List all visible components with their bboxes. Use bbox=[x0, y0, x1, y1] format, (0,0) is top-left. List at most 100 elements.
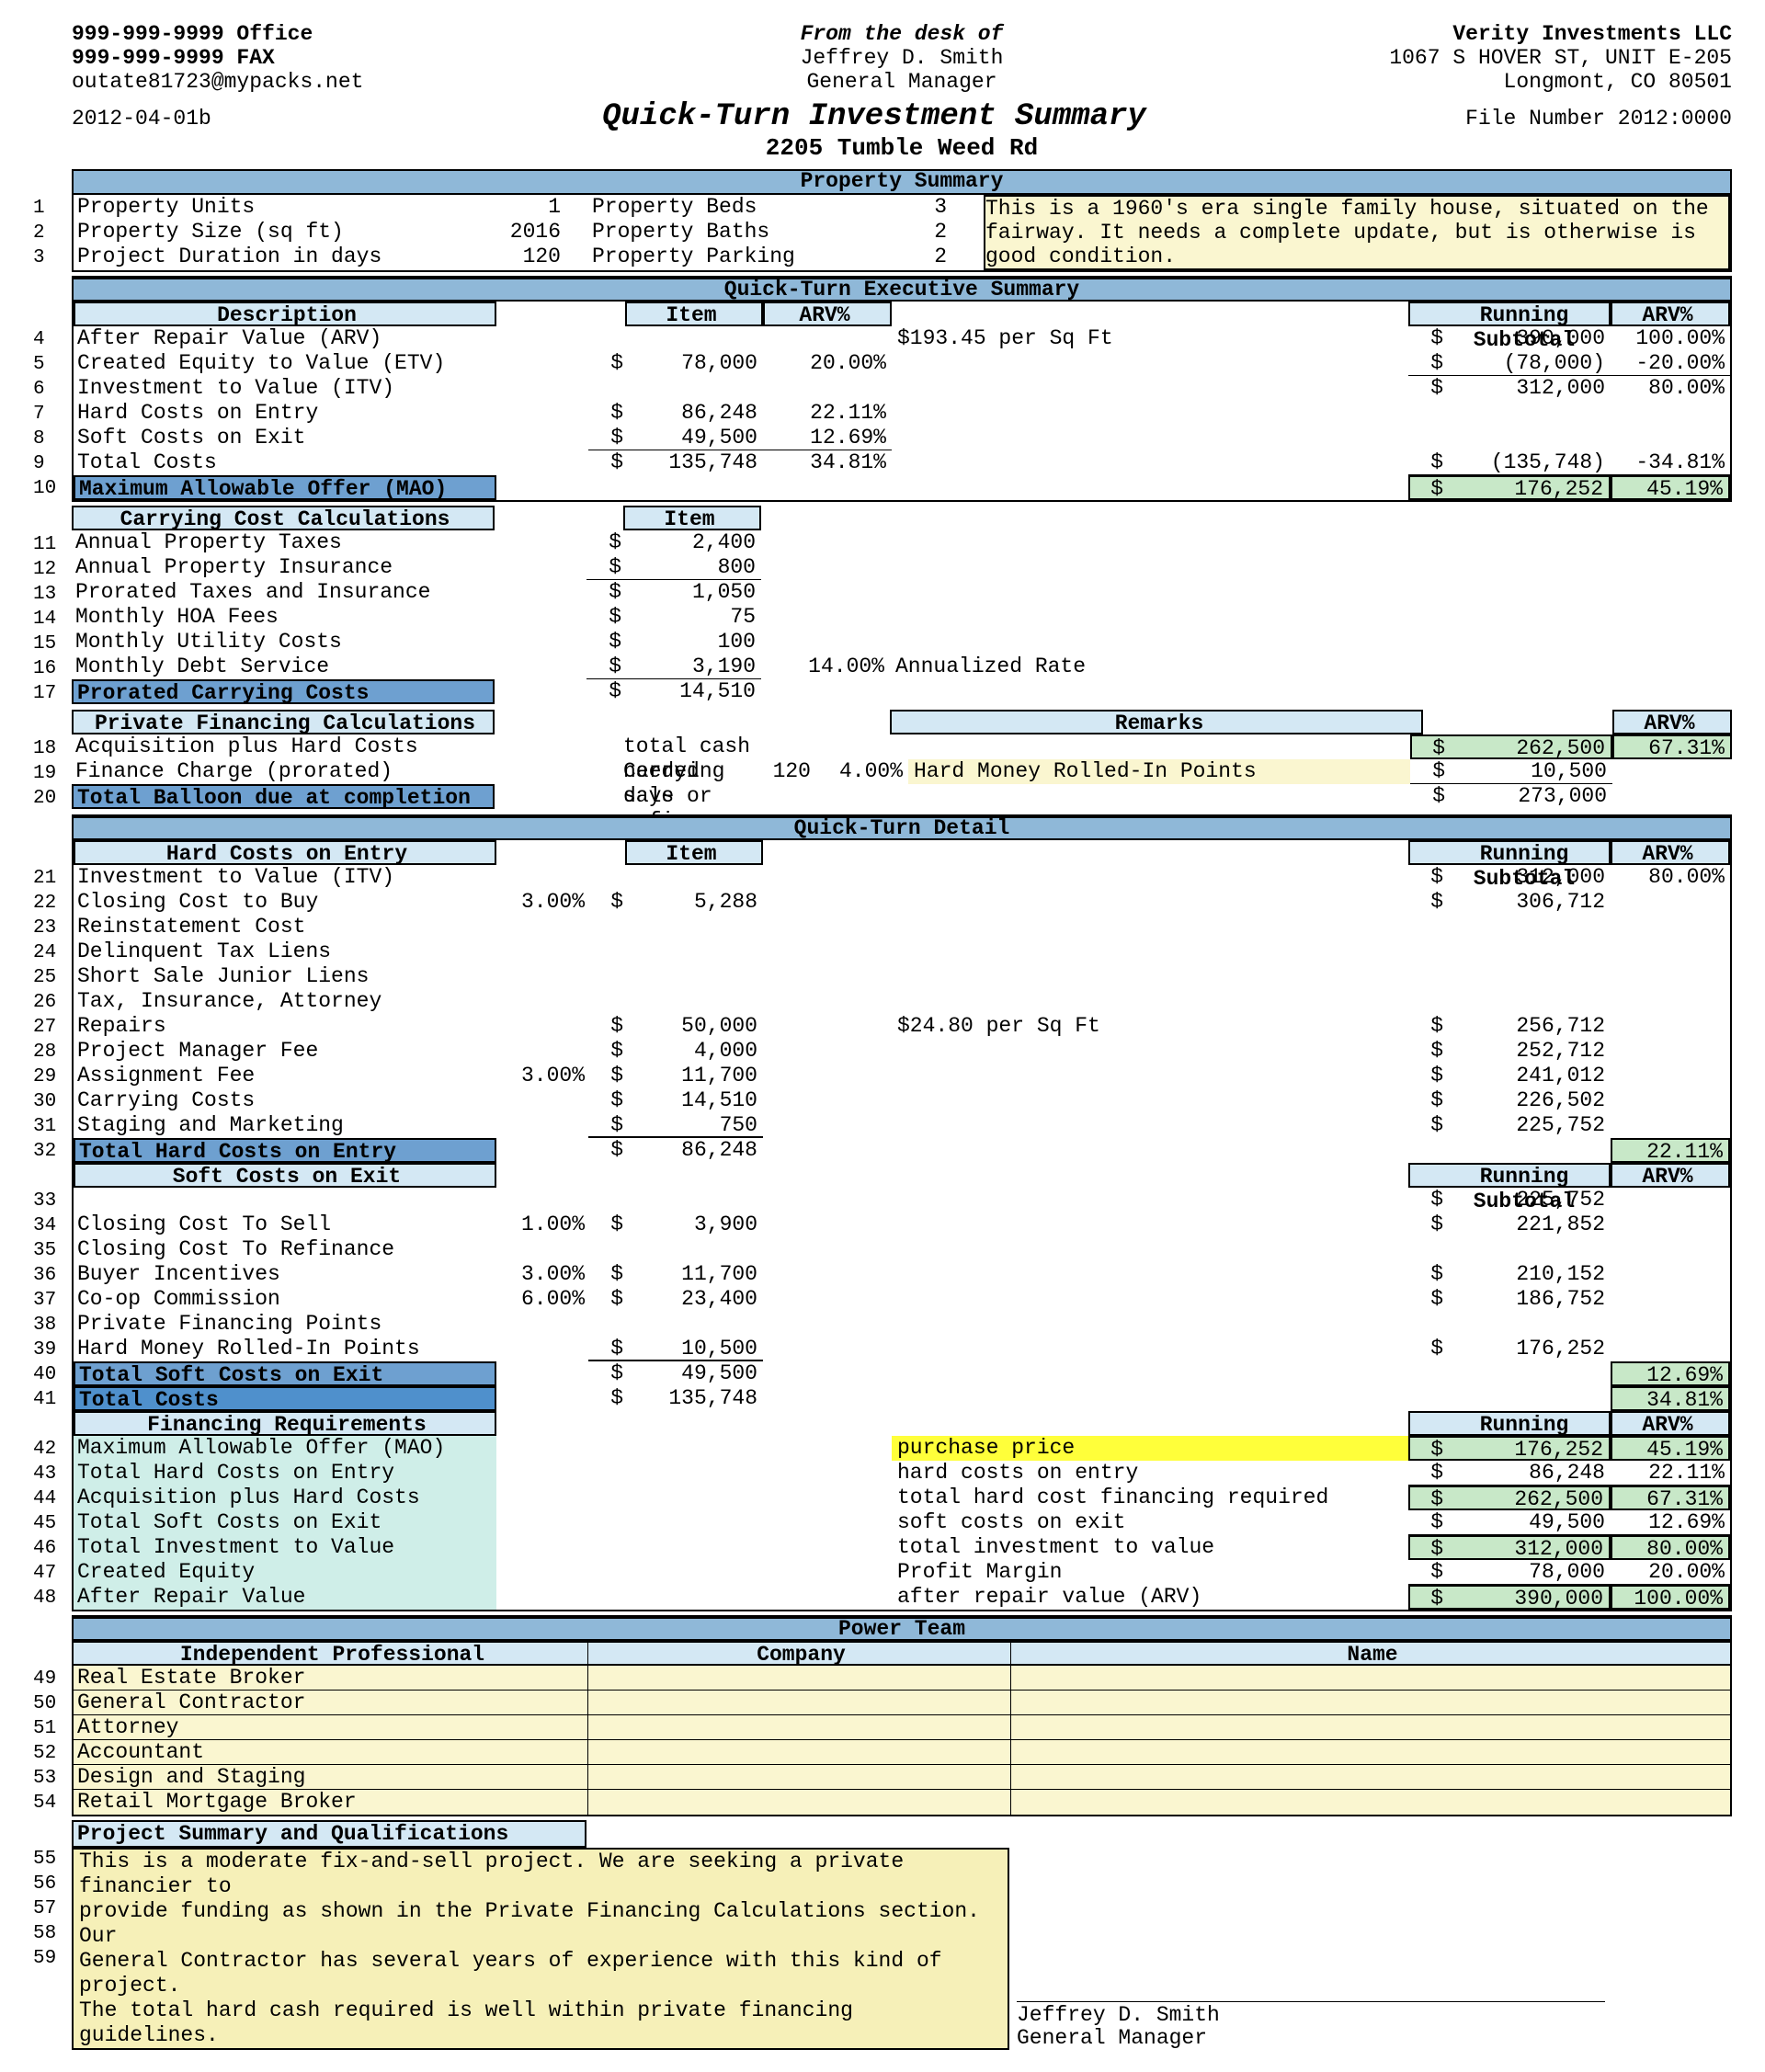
itv-rs: 312,000 bbox=[1445, 376, 1611, 401]
s39-rs: 176,252 bbox=[1445, 1337, 1611, 1361]
debt-value: 3,190 bbox=[623, 655, 761, 679]
finch-days: 120 bbox=[761, 759, 816, 784]
s34-pct: 1.00% bbox=[496, 1212, 588, 1237]
s33-rs: 225,752 bbox=[1445, 1188, 1611, 1212]
s36-label: Buyer Incentives bbox=[74, 1262, 496, 1287]
arv-rs: 390,000 bbox=[1445, 326, 1611, 351]
document-title: Quick-Turn Investment Summary bbox=[403, 99, 1346, 134]
s34-rs: 221,852 bbox=[1445, 1212, 1611, 1237]
col-description: Description bbox=[74, 302, 496, 326]
hoa-value: 75 bbox=[623, 605, 761, 630]
section-power-team: Power Team bbox=[74, 1617, 1730, 1641]
h24-label: Delinquent Tax Liens bbox=[74, 939, 496, 964]
taxes-label: Annual Property Taxes bbox=[72, 530, 495, 555]
baths-label: Property Baths bbox=[588, 220, 882, 245]
debt-rate: 14.00% bbox=[761, 655, 890, 679]
q48-label: After Repair Value bbox=[74, 1585, 496, 1610]
totalcost-label: Total Costs bbox=[74, 450, 496, 475]
duration-value: 120 bbox=[460, 245, 570, 269]
h26-label: Tax, Insurance, Attorney bbox=[74, 989, 496, 1014]
s37-pct: 6.00% bbox=[496, 1287, 588, 1312]
q44-arv: 67.31% bbox=[1611, 1486, 1730, 1510]
totalcost-rs: (135,748) bbox=[1445, 450, 1611, 475]
finch-rate: 4.00% bbox=[816, 759, 908, 784]
prorated-ti-value: 1,050 bbox=[623, 580, 761, 605]
etv-pct: -20.00% bbox=[1611, 351, 1730, 376]
pw-prof-header: Independent Professional bbox=[74, 1643, 588, 1664]
s34-label: Closing Cost To Sell bbox=[74, 1212, 496, 1237]
from-label: From the desk of bbox=[625, 22, 1179, 46]
balloon-note: sale or refinance bbox=[623, 784, 761, 809]
insurance-value: 800 bbox=[623, 555, 761, 580]
req-rs-header: Running Subtotal bbox=[1445, 1411, 1611, 1436]
q45-arv: 12.69% bbox=[1611, 1510, 1730, 1535]
q46-rs: 312,000 bbox=[1445, 1535, 1611, 1560]
fax: 999-999-9999 FAX bbox=[72, 46, 625, 70]
s35-label: Closing Cost To Refinance bbox=[74, 1237, 496, 1262]
units-value: 1 bbox=[460, 195, 570, 220]
summary-l3: General Contractor has several years of … bbox=[79, 1949, 1002, 1998]
s37-rs: 186,752 bbox=[1445, 1287, 1611, 1312]
arv-label: After Repair Value (ARV) bbox=[74, 326, 496, 351]
parking-value: 2 bbox=[882, 245, 956, 269]
h27-v: 50,000 bbox=[625, 1014, 763, 1039]
carry-item-header: Item bbox=[623, 506, 761, 530]
s38-label: Private Financing Points bbox=[74, 1312, 496, 1337]
addr1: 1067 S HOVER ST, UNIT E-205 bbox=[1179, 46, 1732, 70]
col-arv1: ARV% bbox=[763, 302, 892, 326]
prorated-carry-value: 14,510 bbox=[623, 679, 761, 704]
hard-header: Hard Costs on Entry bbox=[74, 840, 496, 865]
h27-rs: 256,712 bbox=[1445, 1014, 1611, 1039]
h21-rs: 312,000 bbox=[1445, 865, 1611, 890]
acq-arv: 67.31% bbox=[1612, 734, 1732, 759]
softcost-arv: 12.69% bbox=[763, 426, 892, 450]
h32-v: 86,248 bbox=[625, 1138, 763, 1163]
s41-arv: 34.81% bbox=[1611, 1386, 1730, 1411]
q47-label: Created Equity bbox=[74, 1560, 496, 1585]
itv-pct: 80.00% bbox=[1611, 376, 1730, 401]
softcost-item: 49,500 bbox=[625, 426, 763, 450]
insurance-label: Annual Property Insurance bbox=[72, 555, 495, 580]
s36-rs: 210,152 bbox=[1445, 1262, 1611, 1287]
s37-v: 23,400 bbox=[625, 1287, 763, 1312]
arv-pct: 100.00% bbox=[1611, 326, 1730, 351]
h22-label: Closing Cost to Buy bbox=[74, 890, 496, 915]
summary-l4: The total hard cash required is well wit… bbox=[79, 1998, 1002, 2048]
duration-label: Project Duration in days bbox=[74, 245, 460, 269]
q46-label: Total Investment to Value bbox=[74, 1535, 496, 1560]
taxes-value: 2,400 bbox=[623, 530, 761, 555]
property-address: 2205 Tumble Weed Rd bbox=[72, 134, 1732, 162]
h29-rs: 241,012 bbox=[1445, 1064, 1611, 1088]
balloon-rs: 273,000 bbox=[1447, 784, 1612, 809]
summary-l2: provide funding as shown in the Private … bbox=[79, 1899, 1002, 1949]
col-item: Item bbox=[625, 302, 763, 326]
company: Verity Investments LLC bbox=[1179, 22, 1732, 46]
itv-label: Investment to Value (ITV) bbox=[74, 376, 496, 401]
carry-header: Carrying Cost Calculations bbox=[72, 506, 495, 530]
q43-rs: 86,248 bbox=[1445, 1461, 1611, 1486]
q48-note: after repair value (ARV) bbox=[892, 1585, 1408, 1610]
h29-v: 11,700 bbox=[625, 1064, 763, 1088]
h31-rs: 225,752 bbox=[1445, 1113, 1611, 1138]
pw-company-header: Company bbox=[588, 1643, 1011, 1664]
signature-block: Jeffrey D. Smith General Manager bbox=[1017, 2001, 1605, 2050]
hardcost-item: 86,248 bbox=[625, 401, 763, 426]
finch-label: Finance Charge (prorated) bbox=[72, 759, 495, 784]
softcost-label: Soft Costs on Exit bbox=[74, 426, 496, 450]
title-row: 2012-04-01b Quick-Turn Investment Summar… bbox=[72, 99, 1732, 134]
etv-rs: (78,000) bbox=[1445, 351, 1611, 376]
h23-label: Reinstatement Cost bbox=[74, 915, 496, 939]
prorated-ti-label: Prorated Taxes and Insurance bbox=[72, 580, 495, 605]
pw-54: Retail Mortgage Broker bbox=[74, 1790, 588, 1815]
req-header: Financing Requirements bbox=[74, 1411, 496, 1436]
property-description: This is a 1960's era single family house… bbox=[984, 195, 1730, 270]
s41-v: 135,748 bbox=[625, 1386, 763, 1411]
file-number: File Number 2012:0000 bbox=[1346, 107, 1732, 131]
s40-v: 49,500 bbox=[625, 1361, 763, 1386]
debt-note: Annualized Rate bbox=[890, 655, 1732, 679]
etv-item: 78,000 bbox=[625, 351, 763, 376]
s41-label: Total Costs bbox=[74, 1386, 496, 1411]
finch-note2: Hard Money Rolled-In Points bbox=[908, 759, 1410, 784]
signature-title: General Manager bbox=[1017, 2027, 1605, 2050]
s36-v: 11,700 bbox=[625, 1262, 763, 1287]
